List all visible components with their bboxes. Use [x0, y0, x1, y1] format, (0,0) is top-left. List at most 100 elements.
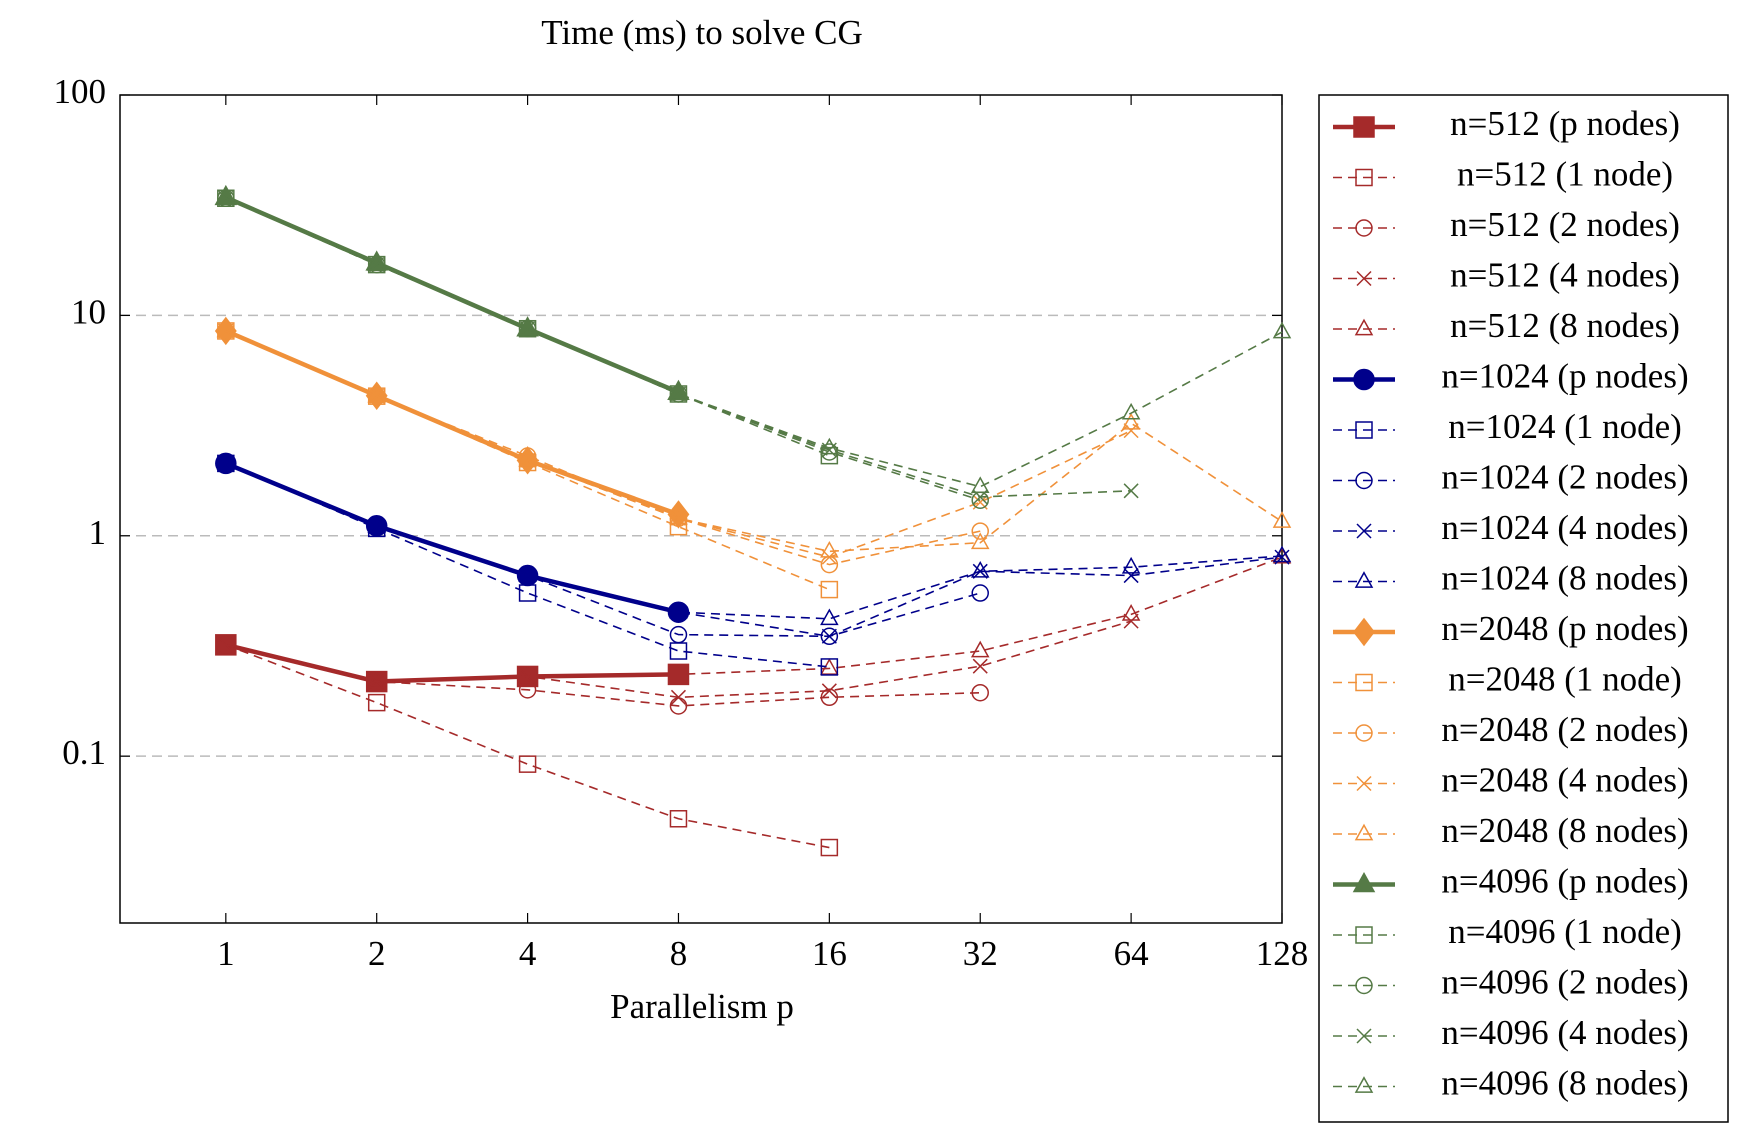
legend-marker [1355, 471, 1373, 490]
series-line [225, 197, 1283, 488]
legend-label: n=1024 (8 nodes) [1441, 559, 1688, 598]
y-tick-label: 10 [71, 292, 106, 331]
legend-marker [1354, 1076, 1374, 1093]
marker [821, 683, 837, 699]
marker [820, 688, 839, 707]
y-tick-label: 100 [54, 72, 107, 111]
marker [820, 437, 839, 455]
legend-label: n=2048 (4 nodes) [1441, 761, 1688, 800]
marker [820, 838, 839, 857]
marker [971, 522, 989, 540]
marker [670, 689, 686, 705]
y-tick-label: 1 [89, 513, 107, 552]
x-axis-label: Parallelism p [610, 987, 794, 1026]
legend-marker [1354, 823, 1374, 841]
marker [669, 625, 688, 644]
marker [820, 608, 839, 626]
marker [970, 640, 990, 658]
series [218, 190, 1139, 505]
marker [367, 693, 386, 712]
marker [1123, 613, 1139, 629]
legend-label: n=4096 (p nodes) [1441, 862, 1688, 901]
marker [1123, 568, 1139, 584]
legend-marker [1355, 926, 1373, 944]
marker [821, 628, 837, 644]
series-line [225, 462, 1283, 638]
legend-marker [1355, 673, 1373, 692]
legend-marker [1355, 219, 1373, 237]
legend-label: n=2048 (p nodes) [1441, 609, 1688, 648]
marker [218, 190, 234, 206]
legend-marker [1354, 318, 1374, 336]
marker [367, 254, 386, 271]
legend-label: n=1024 (p nodes) [1441, 357, 1688, 396]
marker [820, 580, 839, 599]
marker [971, 584, 989, 602]
marker [669, 507, 688, 525]
series-line [225, 556, 1283, 683]
legend-marker [1354, 571, 1374, 588]
legend-label: n=4096 (1 node) [1448, 912, 1682, 951]
legend-label: n=512 (p nodes) [1450, 104, 1680, 143]
marker [216, 320, 236, 338]
legend-marker [1353, 368, 1375, 391]
legend-marker [1353, 116, 1375, 138]
x-tick-label: 8 [670, 934, 688, 973]
marker [216, 634, 236, 652]
legend-label: n=2048 (1 node) [1448, 660, 1682, 699]
marker [970, 560, 990, 578]
legend-marker [1356, 1028, 1372, 1044]
marker [518, 584, 537, 602]
x-tick-label: 32 [963, 934, 998, 973]
marker [970, 532, 990, 550]
marker [216, 187, 236, 205]
marker [820, 627, 839, 646]
marker [820, 540, 839, 558]
x-tick-label: 4 [519, 934, 537, 973]
series [216, 187, 1292, 494]
marker [369, 257, 385, 273]
legend-marker [1355, 976, 1373, 995]
legend-label: n=1024 (2 nodes) [1441, 458, 1688, 497]
marker [670, 386, 686, 402]
x-tick-label: 2 [368, 934, 386, 973]
legend-marker [1356, 270, 1372, 287]
marker [218, 455, 234, 471]
legend-label: n=4096 (8 nodes) [1441, 1064, 1688, 1103]
legend: n=512 (p nodes) n=512 (1 node) n=512 (2 no… [1318, 94, 1729, 1123]
series-line [225, 644, 981, 707]
marker [669, 810, 688, 828]
marker [218, 637, 234, 653]
marker [1121, 604, 1141, 621]
marker [1121, 412, 1141, 430]
series-line [225, 462, 830, 668]
marker [518, 449, 537, 467]
legend-label: n=512 (2 nodes) [1450, 205, 1680, 244]
series-line [225, 644, 830, 849]
marker [1272, 321, 1292, 339]
marker [518, 666, 537, 683]
series [216, 453, 1292, 626]
x-tick-label: 1 [217, 934, 235, 973]
marker [367, 516, 386, 534]
legend-label: n=1024 (1 node) [1448, 407, 1682, 446]
marker [669, 383, 688, 401]
marker [518, 565, 537, 582]
legend-label: n=512 (1 node) [1457, 155, 1673, 194]
marker [1121, 402, 1141, 420]
marker [367, 671, 386, 688]
series [216, 320, 1292, 558]
legend-marker [1355, 724, 1373, 742]
marker [369, 519, 385, 535]
marker [216, 453, 236, 470]
marker [367, 385, 386, 403]
marker [518, 318, 537, 336]
marker [970, 476, 990, 494]
marker [670, 510, 686, 526]
marker [971, 683, 989, 702]
legend-label: n=4096 (2 nodes) [1441, 963, 1688, 1002]
marker [972, 658, 988, 674]
marker [669, 664, 688, 681]
legend-label: n=2048 (2 nodes) [1441, 710, 1688, 749]
